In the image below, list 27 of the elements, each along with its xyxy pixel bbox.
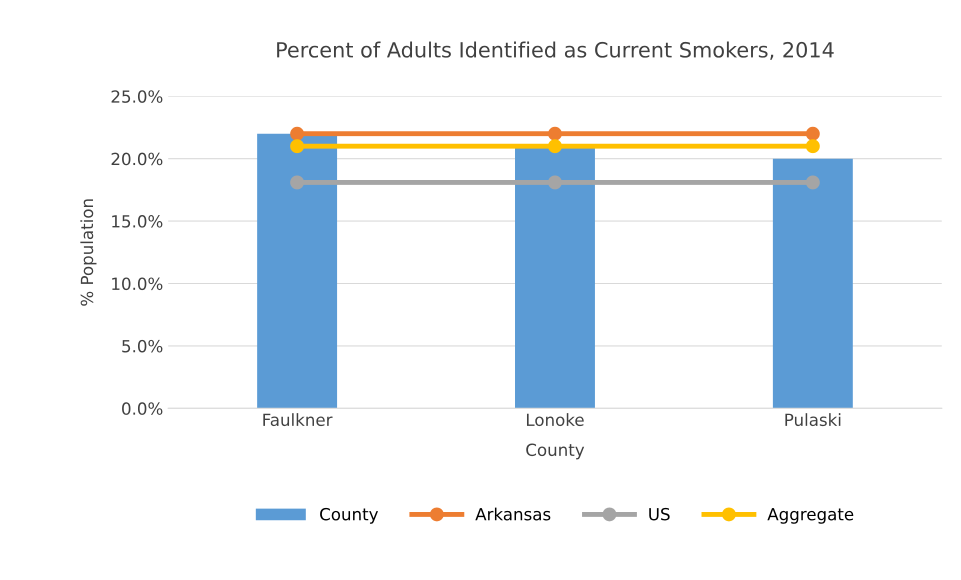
y-tick-label: 5.0% (122, 340, 162, 352)
point (806, 126, 820, 141)
point (290, 175, 304, 190)
legend-label: Arkansas (475, 508, 550, 520)
x-tick-label: Faulkner (263, 413, 333, 426)
point (548, 139, 562, 154)
legend-label: Aggregate (767, 508, 854, 524)
x-axis-title: County (526, 443, 584, 460)
y-tick-label: 10.0% (112, 277, 162, 290)
y-tick-label: 0.0% (122, 402, 162, 415)
legend-label: County (320, 508, 378, 524)
y-tick-label: 25.0% (112, 90, 162, 103)
point (290, 139, 304, 154)
bar (772, 158, 853, 408)
bar (257, 134, 338, 408)
chart-title: Percent of Adults Identified as Current Smokers, 2014 (277, 42, 834, 60)
x-tick-label: Lonoke (526, 413, 584, 426)
y-tick-label: 20.0% (112, 152, 162, 166)
y-tick-label: 15.0% (112, 215, 162, 228)
point (548, 175, 562, 190)
legend-label: US (649, 508, 670, 520)
point (806, 139, 820, 154)
point (290, 126, 304, 141)
x-tick-label: Pulaski (785, 413, 840, 426)
y-axis-title: % Population (80, 199, 96, 306)
point (806, 175, 820, 190)
point (548, 126, 562, 141)
